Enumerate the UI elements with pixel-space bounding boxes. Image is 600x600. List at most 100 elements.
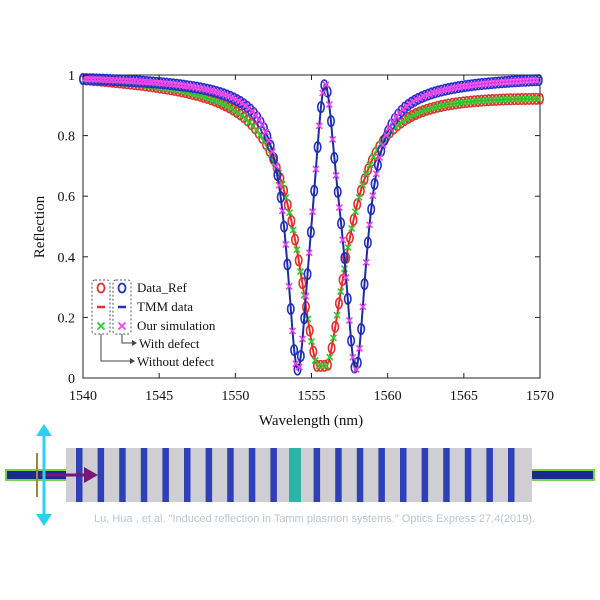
data-point — [359, 181, 367, 189]
legend-without-defect-label: Without defect — [137, 354, 214, 369]
data-point — [311, 356, 319, 364]
data-point — [325, 100, 333, 109]
data-point — [295, 363, 303, 371]
axis-ticks: 1540 1545 1550 1555 1560 1565 1570 0 0.2 0.4 0.6 0.… — [58, 69, 555, 404]
data-point — [268, 148, 276, 156]
data-point — [402, 115, 411, 123]
data-point — [282, 240, 290, 249]
bragg-layer — [443, 448, 450, 502]
data-point — [265, 137, 273, 145]
data-point — [534, 95, 542, 103]
reflect-arrow-up-icon — [36, 424, 52, 436]
legend-entry-tmm: TMM data — [137, 299, 193, 314]
data-point — [333, 311, 341, 319]
data-point — [296, 268, 305, 276]
bragg-layer — [140, 448, 148, 502]
data-point — [312, 165, 320, 173]
data-point — [379, 141, 387, 149]
data-point — [307, 338, 316, 346]
data-point — [409, 98, 417, 106]
data-point — [413, 109, 422, 117]
data-point — [235, 97, 243, 105]
bragg-layer — [205, 448, 213, 502]
data-point — [305, 249, 313, 257]
data-point — [406, 113, 414, 121]
data-point — [329, 334, 338, 342]
bragg-layer — [248, 448, 256, 502]
bragg-layer — [97, 448, 105, 502]
data-point — [372, 170, 380, 178]
data-point — [382, 131, 390, 139]
data-point — [319, 89, 327, 97]
legend-circle-marker — [117, 282, 127, 294]
bragg-layer — [378, 448, 385, 502]
waveguide-right — [529, 469, 595, 481]
data-point — [386, 124, 394, 132]
legend-entry-simulation: Our simulation — [137, 318, 216, 333]
data-point — [285, 209, 294, 217]
legend: Data_Ref TMM data Our simulation With de… — [91, 279, 216, 369]
bragg-layer — [270, 448, 277, 502]
legend-circle-marker — [96, 282, 106, 294]
data-point — [410, 111, 418, 119]
data-point — [335, 204, 343, 212]
y-tick-label: 0.4 — [58, 251, 76, 266]
legend-x-marker — [117, 321, 127, 331]
y-tick-label: 0.6 — [58, 190, 76, 205]
x-tick-label: 1540 — [69, 389, 97, 404]
bragg-layer — [313, 448, 321, 502]
data-point — [355, 344, 364, 353]
data-point — [370, 153, 378, 161]
bragg-layers — [76, 448, 515, 502]
data-point — [255, 116, 263, 124]
series-with_defect-x — [81, 75, 541, 374]
x-tick-label: 1570 — [526, 389, 554, 404]
data-point — [389, 118, 397, 126]
defect-layer — [289, 448, 301, 502]
bragg-layer — [356, 448, 364, 502]
data-point — [275, 181, 283, 189]
y-tick-label: 0 — [68, 372, 75, 387]
data-point — [272, 162, 280, 170]
data-point — [293, 246, 301, 254]
data-point — [287, 215, 296, 228]
data-point — [339, 236, 347, 244]
data-point — [399, 117, 407, 125]
y-tick-label: 0.8 — [58, 130, 76, 145]
data-point — [329, 135, 337, 144]
citation: Lu, Hua , et al. "Induced reflection in … — [94, 513, 594, 525]
legend-x-marker — [96, 321, 106, 331]
legend-box-without-defect — [91, 279, 111, 335]
data-point — [253, 126, 261, 135]
leader-with-defect — [121, 334, 132, 344]
bragg-layer — [400, 448, 407, 502]
x-tick-label: 1565 — [450, 389, 478, 404]
bragg-layer — [227, 448, 234, 502]
y-tick-label: 0.2 — [58, 311, 76, 326]
data-point — [351, 208, 359, 216]
data-point — [326, 353, 334, 361]
data-point — [289, 226, 297, 234]
data-point — [212, 97, 221, 105]
data-point — [348, 224, 356, 233]
data-point — [345, 316, 353, 325]
data-point — [359, 303, 367, 311]
bragg-layer — [486, 448, 493, 502]
data-point — [322, 81, 330, 89]
data-point — [355, 193, 363, 201]
data-point — [365, 221, 374, 229]
legend-entry-data-ref: Data_Ref — [137, 280, 187, 295]
citation-suffix: ). — [528, 513, 536, 525]
bragg-layer — [184, 448, 191, 502]
x-tick-label: 1550 — [221, 389, 249, 404]
data-point — [342, 274, 350, 282]
data-point — [262, 128, 270, 136]
leader-without-defect-arrowhead — [130, 358, 135, 364]
data-point — [376, 153, 384, 162]
data-point — [349, 353, 357, 361]
data-point — [298, 335, 307, 343]
data-point — [352, 365, 360, 374]
data-point — [406, 100, 414, 108]
leader-with-defect-arrowhead — [132, 340, 137, 346]
